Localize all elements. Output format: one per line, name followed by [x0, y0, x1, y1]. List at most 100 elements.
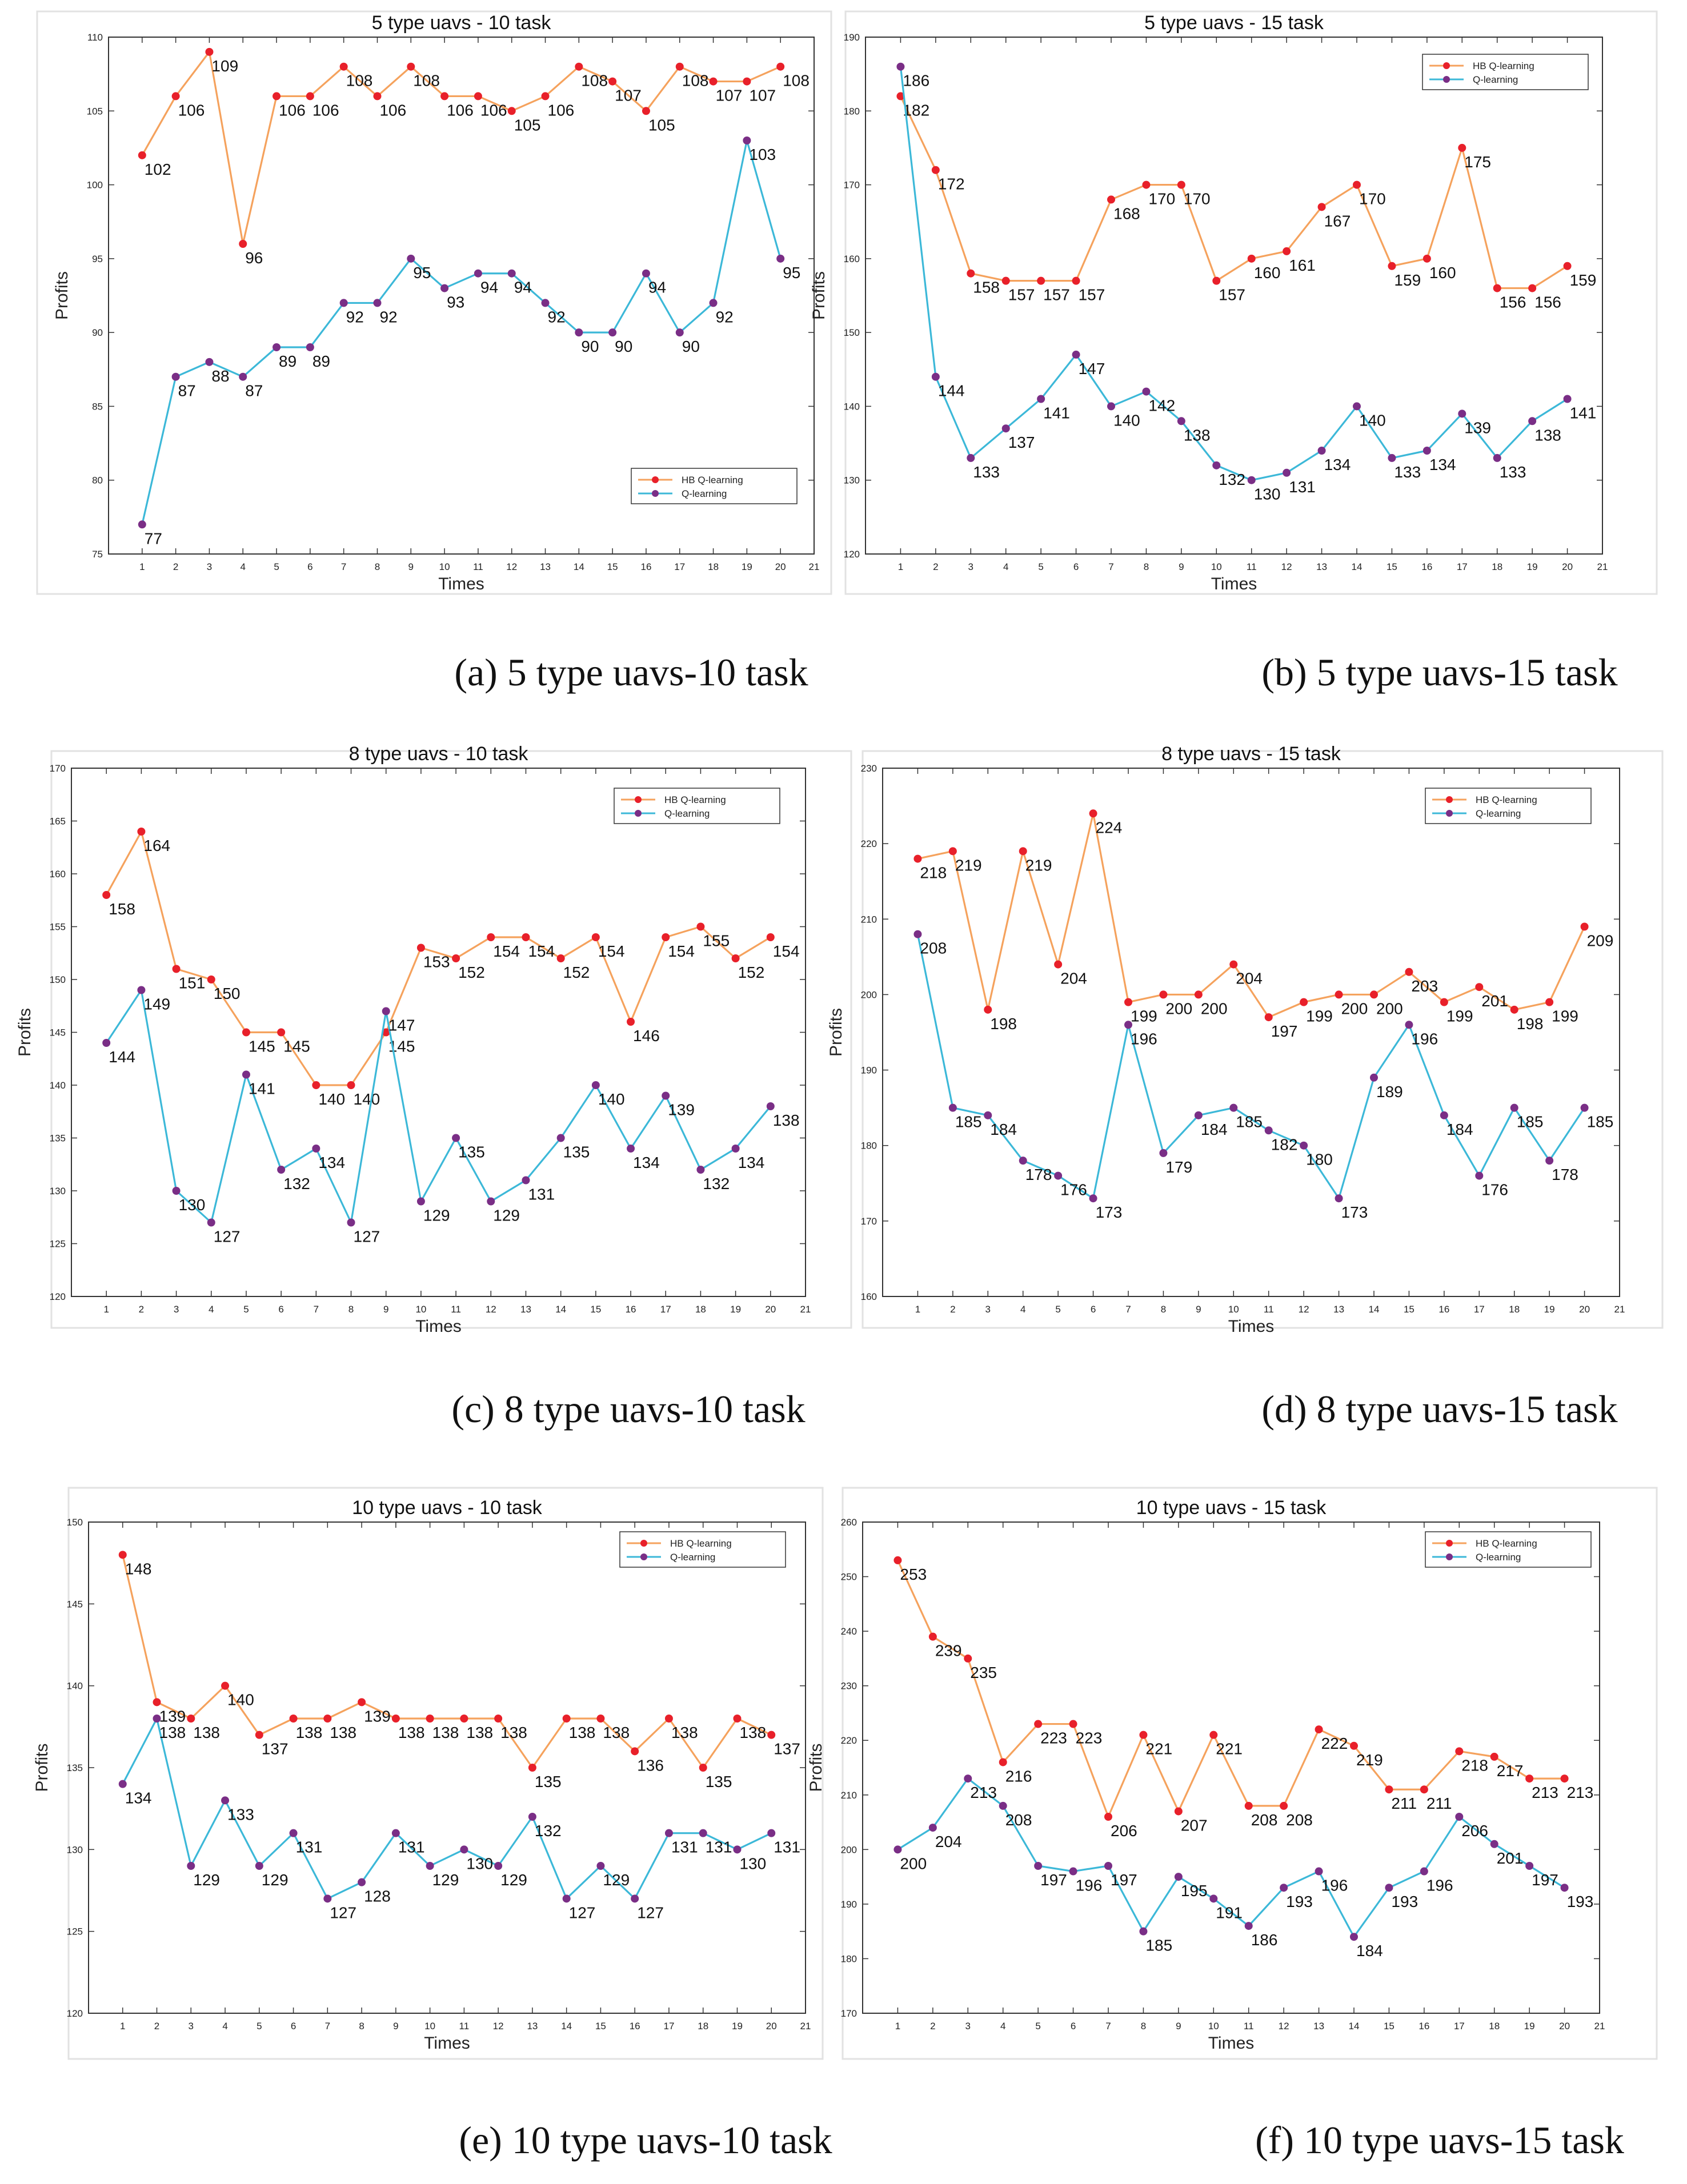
figure-caption: (b) 5 type uavs-15 task: [1261, 651, 1617, 694]
data-point: [1177, 417, 1185, 425]
x-tick-label: 14: [555, 1304, 566, 1315]
data-label: 222: [1321, 1735, 1348, 1752]
x-tick-label: 6: [291, 2021, 296, 2032]
x-tick-label: 15: [607, 561, 618, 572]
data-point: [1580, 922, 1589, 931]
data-label: 138: [773, 1111, 800, 1129]
data-point: [1563, 395, 1572, 403]
data-point: [1209, 1731, 1218, 1739]
data-label: 185: [955, 1113, 982, 1131]
data-label: 127: [637, 1904, 664, 1921]
data-point: [1370, 1073, 1378, 1082]
data-point: [1034, 1862, 1043, 1870]
data-label: 135: [563, 1143, 590, 1161]
x-tick-label: 3: [965, 2021, 971, 2032]
x-tick-label: 17: [1454, 2021, 1465, 2032]
data-point: [507, 269, 516, 278]
data-point: [312, 1081, 320, 1089]
y-tick-label: 230: [861, 763, 877, 774]
data-label: 131: [398, 1838, 425, 1856]
data-point: [1229, 1103, 1238, 1112]
data-point: [541, 92, 550, 101]
y-tick-label: 140: [67, 1681, 83, 1692]
data-label: 137: [1008, 433, 1035, 451]
data-label: 133: [227, 1805, 254, 1823]
data-label: 197: [1111, 1871, 1137, 1889]
data-point: [312, 1145, 320, 1153]
x-tick-label: 12: [493, 2021, 504, 2032]
y-tick-label: 145: [50, 1027, 66, 1038]
data-point: [1247, 254, 1256, 263]
y-tick-label: 90: [92, 327, 103, 338]
data-label: 106: [178, 101, 205, 119]
data-point: [277, 1028, 286, 1037]
x-tick-label: 11: [451, 1304, 461, 1315]
data-label: 197: [1271, 1022, 1298, 1040]
data-label: 151: [179, 974, 206, 992]
data-label: 102: [145, 160, 171, 178]
chart-title: 10 type uavs - 15 task: [1136, 1497, 1327, 1519]
data-label: 146: [633, 1027, 660, 1045]
x-tick-label: 16: [630, 2021, 640, 2032]
data-label: 129: [262, 1871, 288, 1889]
data-point: [391, 1715, 400, 1723]
x-tick-label: 18: [1492, 561, 1502, 572]
x-tick-label: 8: [348, 1304, 354, 1315]
data-point: [277, 1166, 286, 1174]
data-point: [373, 299, 382, 307]
legend-entry: Q-learning: [1473, 74, 1518, 85]
y-tick-label: 135: [67, 1763, 83, 1773]
data-label: 200: [900, 1854, 927, 1872]
data-point: [575, 62, 583, 71]
data-label: 154: [528, 942, 555, 960]
data-point: [776, 254, 785, 263]
data-label: 108: [346, 72, 373, 90]
legend-box: [631, 468, 798, 504]
data-point: [1300, 1141, 1308, 1150]
x-tick-label: 9: [1176, 2021, 1181, 2032]
x-tick-label: 17: [1474, 1304, 1485, 1315]
x-tick-label: 10: [424, 2021, 435, 2032]
data-point: [1069, 1720, 1077, 1728]
data-label: 138: [739, 1724, 766, 1741]
data-point: [347, 1218, 355, 1227]
data-label: 108: [413, 72, 440, 90]
y-tick-label: 200: [861, 989, 877, 1000]
data-point: [1142, 180, 1151, 189]
y-tick-label: 145: [67, 1599, 83, 1609]
y-tick-label: 155: [50, 922, 66, 933]
data-point: [440, 92, 449, 101]
data-label: 89: [279, 352, 296, 370]
data-label: 140: [318, 1090, 345, 1108]
y-tick-label: 200: [841, 1844, 857, 1855]
data-label: 127: [330, 1904, 356, 1921]
x-tick-label: 5: [1038, 561, 1043, 572]
series-hb-q-learning: 218 219 198 219 204 224 199 200 200 204 197 199 200 2…: [913, 809, 1613, 1040]
axes-box: [108, 37, 815, 555]
data-point: [1545, 1157, 1554, 1165]
data-label: 129: [603, 1871, 630, 1889]
legend-box: [614, 788, 780, 824]
x-tick-label: 4: [1020, 1304, 1025, 1315]
legend: HB Q-learning Q-learning: [1425, 1531, 1592, 1568]
data-label: 138: [1184, 426, 1211, 444]
chart-title: 8 type uavs - 10 task: [349, 743, 529, 765]
data-label: 139: [1464, 419, 1491, 436]
x-tick-label: 11: [1247, 561, 1257, 572]
data-label: 182: [903, 101, 929, 119]
legend-entry: Q-learning: [682, 488, 727, 499]
x-axis-label: Times: [1228, 1317, 1275, 1336]
data-point: [1420, 1867, 1428, 1876]
data-point: [153, 1715, 161, 1723]
series-line: [899, 66, 1568, 481]
legend-marker: [652, 490, 659, 497]
y-axis-label: Profits: [827, 1008, 845, 1057]
data-point: [452, 954, 460, 962]
data-label: 131: [671, 1838, 698, 1856]
y-tick-label: 170: [50, 763, 66, 774]
series-q-learning: 186 144 133 137 141 147 140 142 138 132 130 131 134 1…: [896, 62, 1596, 503]
data-label: 193: [1567, 1893, 1594, 1910]
data-label: 204: [1236, 970, 1263, 987]
x-tick-label: 21: [1594, 2021, 1605, 2032]
data-point: [289, 1829, 298, 1837]
